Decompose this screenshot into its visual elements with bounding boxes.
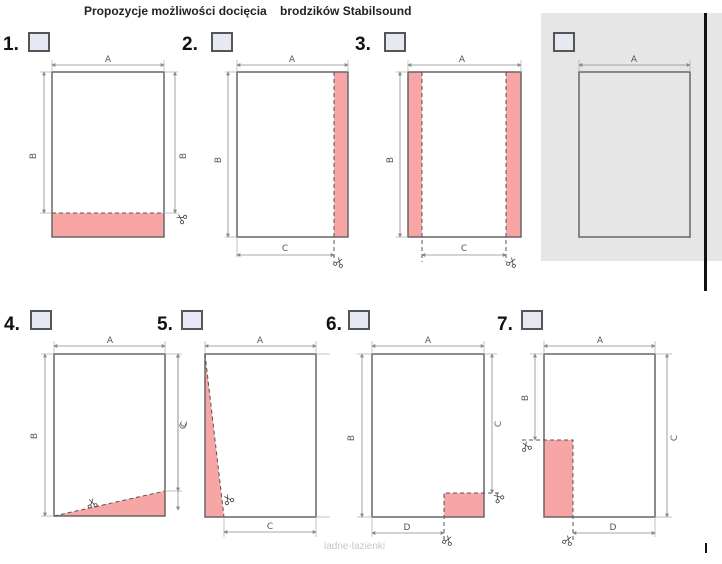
option-4-tray-outline <box>53 353 166 517</box>
option-6-diagram: A B C D <box>347 336 505 546</box>
option-2-diagram: A B C <box>214 55 349 268</box>
option-7-number: 7. <box>497 314 513 335</box>
option-5-tray-outline <box>204 353 317 518</box>
option-2-tray-outline <box>236 71 349 238</box>
option-3-tray-outline <box>407 71 522 238</box>
option-4-diagram: A B C <box>30 336 190 517</box>
option-5-label-c-bottom: C <box>267 522 273 532</box>
option-5-cut-area <box>205 354 224 517</box>
option-6-label-a: A <box>425 336 432 346</box>
option-6-checkbox[interactable] <box>348 310 370 330</box>
option-6-cut-line <box>443 492 500 540</box>
option-1-tray-outline <box>51 71 165 238</box>
scissors-icon <box>493 492 505 504</box>
option-4-label-a: A <box>107 336 114 346</box>
option-7-checkbox[interactable] <box>521 310 543 330</box>
right-edge-tick <box>705 543 707 553</box>
option-4-label-c: C <box>180 421 190 427</box>
option-5-diagram: A C C <box>176 336 330 537</box>
option-6-number: 6. <box>326 314 342 335</box>
option-3-cut-area-left <box>408 72 422 237</box>
option-1-cut-area <box>52 213 164 237</box>
option-3-label-a: A <box>459 55 466 65</box>
watermark: ladne-lazienki <box>324 541 386 552</box>
option-8-tray-outline <box>578 71 691 238</box>
right-edge-bar <box>704 13 707 291</box>
option-2-checkbox[interactable] <box>211 32 233 52</box>
option-4-cut-line <box>53 490 166 517</box>
option-2-label-b: B <box>214 157 224 163</box>
scissors-icon <box>333 257 343 268</box>
option-7-label-c: C <box>670 435 680 441</box>
page-title: Propozycje możliwości docięcia brodzików… <box>84 4 412 18</box>
option-5-label-a: A <box>257 336 264 346</box>
option-6-cut-area <box>444 493 484 517</box>
option-2-label-c: C <box>282 244 288 254</box>
option-1-checkbox[interactable] <box>28 32 50 52</box>
scissors-icon <box>562 535 572 546</box>
scissors-icon <box>522 441 532 452</box>
option-7-cut-area <box>544 440 573 517</box>
option-6-label-d: D <box>404 523 411 533</box>
option-1-label-b-right: B <box>179 153 189 159</box>
option-4-label-b: B <box>30 433 40 439</box>
option-7-diagram: A B C D <box>521 336 680 546</box>
option-2-label-a: A <box>289 55 296 65</box>
option-5-number: 5. <box>157 314 173 335</box>
option-3-label-b: B <box>386 157 396 163</box>
option-1-diagram: A B B <box>29 55 189 238</box>
option-3-label-c: C <box>461 244 467 254</box>
scissors-icon <box>87 498 98 509</box>
option-1-number: 1. <box>3 34 19 55</box>
option-6-tray-outline <box>371 353 485 518</box>
scissors-icon <box>442 535 452 546</box>
option-8-label-a: A <box>631 55 638 65</box>
scissors-icon <box>224 494 235 506</box>
option-1-label-a: A <box>105 55 112 65</box>
option-3-diagram: A B C <box>386 55 522 268</box>
option-5-checkbox[interactable] <box>181 310 203 330</box>
option-7-tray-outline <box>543 353 656 518</box>
option-8-grey-panel <box>541 13 722 261</box>
option-7-label-b: B <box>521 395 531 401</box>
option-5-label-c-left: C <box>179 423 189 429</box>
option-5-cut-line <box>204 353 225 518</box>
scissors-icon <box>176 214 188 225</box>
option-4-checkbox[interactable] <box>30 310 52 330</box>
option-6-label-b: B <box>347 435 357 441</box>
option-7-label-d: D <box>610 523 617 533</box>
option-6-label-c: C <box>494 421 504 427</box>
option-7-cut-line <box>522 439 574 540</box>
option-4-number: 4. <box>4 314 20 335</box>
option-2-cut-area <box>334 72 348 237</box>
scissors-icon <box>506 257 516 268</box>
option-2-number: 2. <box>182 34 198 55</box>
option-8-checkbox[interactable] <box>553 32 575 52</box>
option-3-checkbox[interactable] <box>384 32 406 52</box>
option-3-cut-area-right <box>506 72 521 237</box>
option-1-label-b-left: B <box>29 153 39 159</box>
option-3-number: 3. <box>355 34 371 55</box>
option-7-label-a: A <box>597 336 604 346</box>
option-8-diagram: A <box>578 55 691 238</box>
